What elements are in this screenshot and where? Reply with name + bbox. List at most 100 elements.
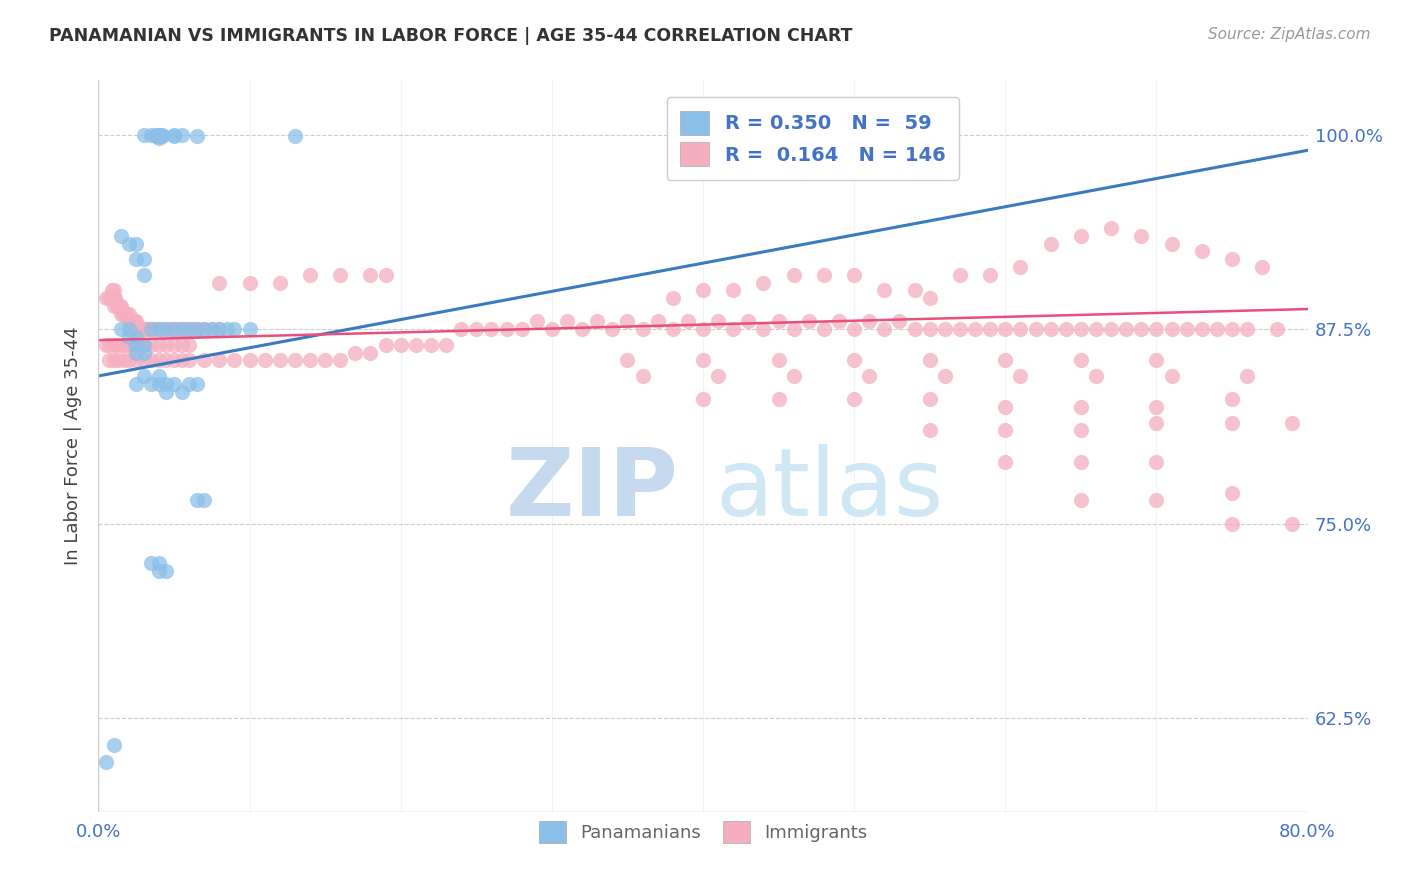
Point <box>132 345 155 359</box>
Point <box>148 128 170 142</box>
Point <box>631 368 654 383</box>
Point <box>555 314 578 328</box>
Point <box>994 454 1017 468</box>
Point <box>118 322 141 336</box>
Point <box>110 322 132 336</box>
Point <box>118 236 141 251</box>
Point <box>1160 368 1182 383</box>
Point <box>118 338 141 352</box>
Point <box>844 268 866 282</box>
Point <box>125 236 148 251</box>
Point <box>844 322 866 336</box>
Point <box>103 353 125 368</box>
Point <box>1144 416 1167 430</box>
Point <box>103 738 125 752</box>
Point <box>374 338 396 352</box>
Point <box>141 322 163 336</box>
Point <box>181 322 204 336</box>
Point <box>1070 493 1092 508</box>
Point <box>125 353 148 368</box>
Point <box>193 322 215 336</box>
Point <box>329 268 352 282</box>
Point <box>828 314 851 328</box>
Point <box>208 322 231 336</box>
Point <box>112 338 135 352</box>
Point <box>155 564 177 578</box>
Point <box>148 368 170 383</box>
Point <box>510 322 533 336</box>
Point <box>239 353 262 368</box>
Point <box>752 322 775 336</box>
Point <box>143 322 166 336</box>
Point <box>737 314 759 328</box>
Point <box>1085 368 1108 383</box>
Point <box>163 376 186 391</box>
Point <box>94 291 117 305</box>
Point <box>169 322 191 336</box>
Point <box>103 299 125 313</box>
Point <box>201 322 224 336</box>
Point <box>858 368 880 383</box>
Point <box>122 314 145 328</box>
Point <box>148 128 170 142</box>
Point <box>170 322 193 336</box>
Point <box>125 330 148 344</box>
Point <box>179 322 201 336</box>
Point <box>707 368 730 383</box>
Point <box>148 131 170 145</box>
Point <box>118 353 141 368</box>
Point <box>374 268 396 282</box>
Point <box>1144 400 1167 414</box>
Point <box>163 338 186 352</box>
Point <box>979 268 1001 282</box>
Point <box>723 284 745 298</box>
Point <box>145 129 167 144</box>
Point <box>389 338 412 352</box>
Point <box>1220 416 1243 430</box>
Point <box>1130 322 1153 336</box>
Point <box>768 314 790 328</box>
Point <box>141 338 163 352</box>
Point <box>949 322 972 336</box>
Point <box>1220 516 1243 531</box>
Point <box>155 353 177 368</box>
Point <box>918 424 941 438</box>
Point <box>111 307 134 321</box>
Point <box>1039 236 1062 251</box>
Point <box>1024 322 1046 336</box>
Point <box>115 307 138 321</box>
Point <box>661 322 683 336</box>
Point <box>783 368 806 383</box>
Point <box>1070 228 1092 243</box>
Point <box>131 322 153 336</box>
Point <box>405 338 427 352</box>
Point <box>1070 454 1092 468</box>
Point <box>180 322 202 336</box>
Point <box>239 322 262 336</box>
Point <box>160 322 183 336</box>
Point <box>450 322 472 336</box>
Point <box>98 338 121 352</box>
Point <box>176 322 198 336</box>
Point <box>1010 260 1032 274</box>
Point <box>125 322 148 336</box>
Point <box>125 314 148 328</box>
Point <box>1160 322 1182 336</box>
Point <box>360 268 382 282</box>
Point <box>934 368 956 383</box>
Point <box>136 322 159 336</box>
Point <box>1175 322 1198 336</box>
Point <box>465 322 488 336</box>
Point <box>284 129 307 144</box>
Point <box>150 129 173 144</box>
Point <box>148 129 170 144</box>
Point <box>114 307 136 321</box>
Point <box>783 322 806 336</box>
Point <box>904 322 927 336</box>
Point <box>132 322 155 336</box>
Point <box>148 556 170 570</box>
Point <box>844 353 866 368</box>
Point <box>1070 353 1092 368</box>
Point <box>174 322 197 336</box>
Point <box>571 322 593 336</box>
